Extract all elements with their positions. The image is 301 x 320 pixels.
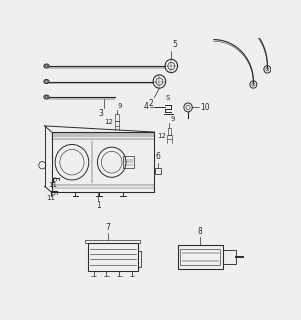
Text: 4: 4 bbox=[144, 102, 148, 111]
Text: 8: 8 bbox=[198, 227, 203, 236]
Text: 12: 12 bbox=[157, 133, 166, 139]
Text: 12: 12 bbox=[104, 119, 113, 125]
Text: 11: 11 bbox=[46, 195, 55, 201]
Text: 9: 9 bbox=[118, 103, 122, 108]
Text: 5: 5 bbox=[172, 40, 177, 49]
Text: 9: 9 bbox=[170, 116, 175, 122]
Text: S: S bbox=[165, 95, 170, 101]
Text: 2: 2 bbox=[149, 99, 154, 108]
Text: 1: 1 bbox=[96, 201, 101, 210]
Text: 7: 7 bbox=[105, 223, 110, 232]
Text: 10: 10 bbox=[200, 103, 209, 112]
Text: 3: 3 bbox=[98, 109, 104, 118]
Text: 6: 6 bbox=[156, 152, 161, 161]
Text: 11: 11 bbox=[48, 182, 57, 188]
